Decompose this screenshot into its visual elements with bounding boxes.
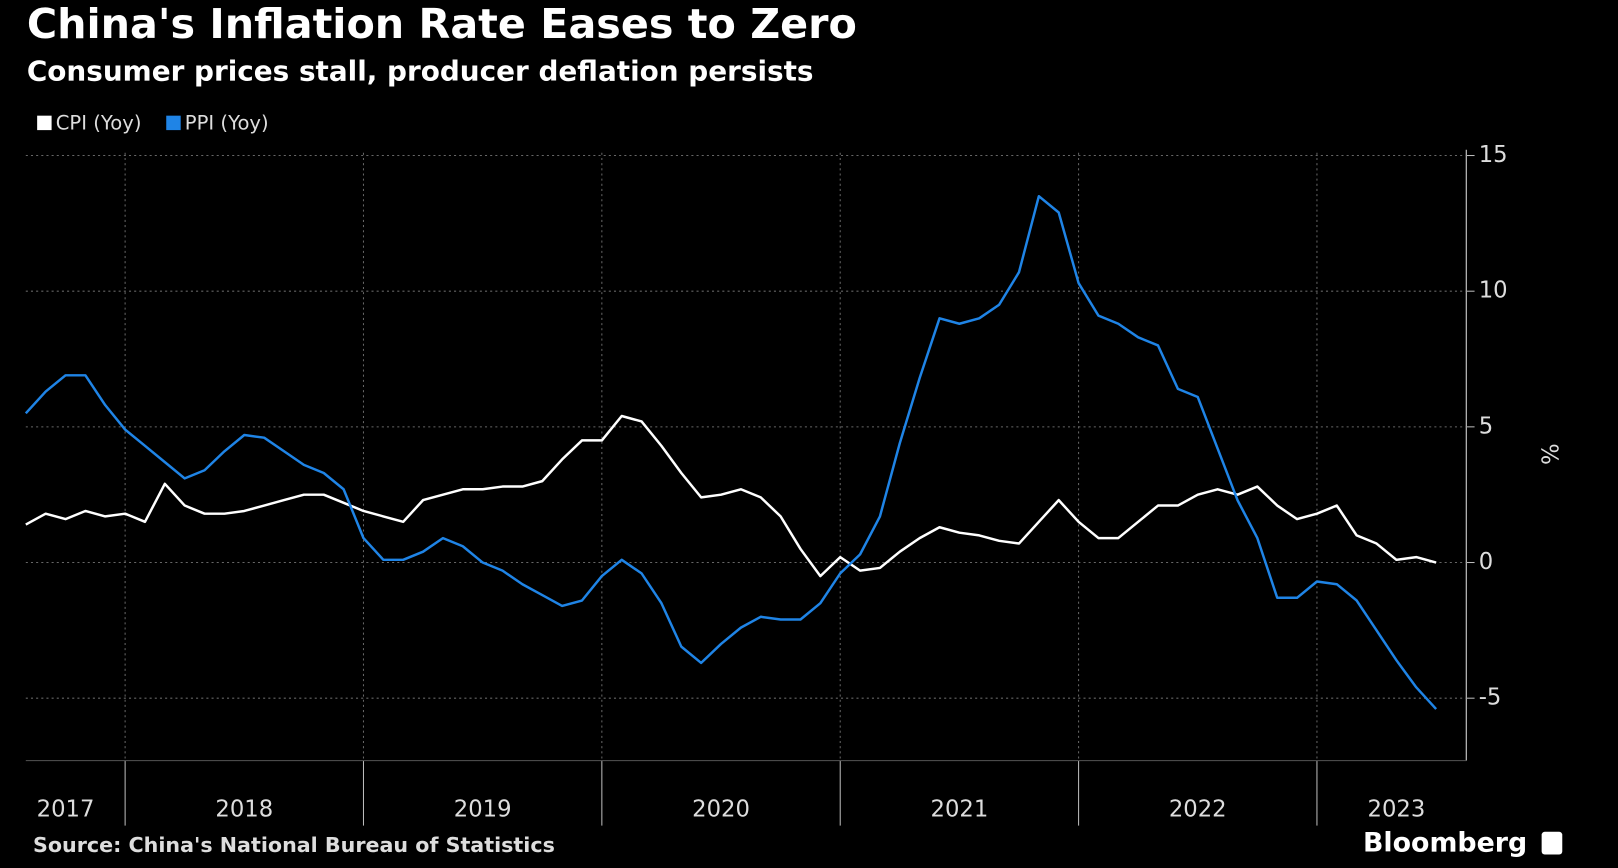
y-tick-label: 0 — [1479, 549, 1493, 575]
y-tick-label: 10 — [1479, 278, 1508, 304]
x-tick-label: 2019 — [454, 797, 512, 823]
chart-title: China's Inflation Rate Eases to Zero — [27, 0, 857, 48]
legend-swatch — [37, 115, 52, 131]
series-line — [25, 414, 1437, 578]
x-tick-label: 2022 — [1169, 797, 1227, 823]
x-tick-label: 2018 — [215, 797, 273, 823]
chart-subtitle: Consumer prices stall, producer deflatio… — [27, 54, 814, 87]
y-tick-label: 15 — [1479, 142, 1508, 168]
x-tick-label: 2017 — [37, 797, 95, 823]
series-line — [24, 194, 1438, 710]
x-tick-label: 2023 — [1368, 797, 1426, 823]
brand-icon — [1541, 831, 1563, 855]
x-tick-label: 2020 — [692, 797, 750, 823]
legend-label: PPI (Yoy) — [185, 111, 269, 134]
source: Source: China's National Bureau of Stati… — [33, 833, 555, 857]
legend-label: CPI (Yoy) — [56, 111, 142, 134]
y-tick-label: 5 — [1479, 413, 1493, 439]
legend-swatch — [166, 115, 181, 131]
brand: Bloomberg — [1363, 828, 1527, 859]
y-tick-label: -5 — [1479, 685, 1502, 711]
x-tick-label: 2021 — [931, 797, 989, 823]
y-axis-label: % — [1535, 443, 1561, 465]
